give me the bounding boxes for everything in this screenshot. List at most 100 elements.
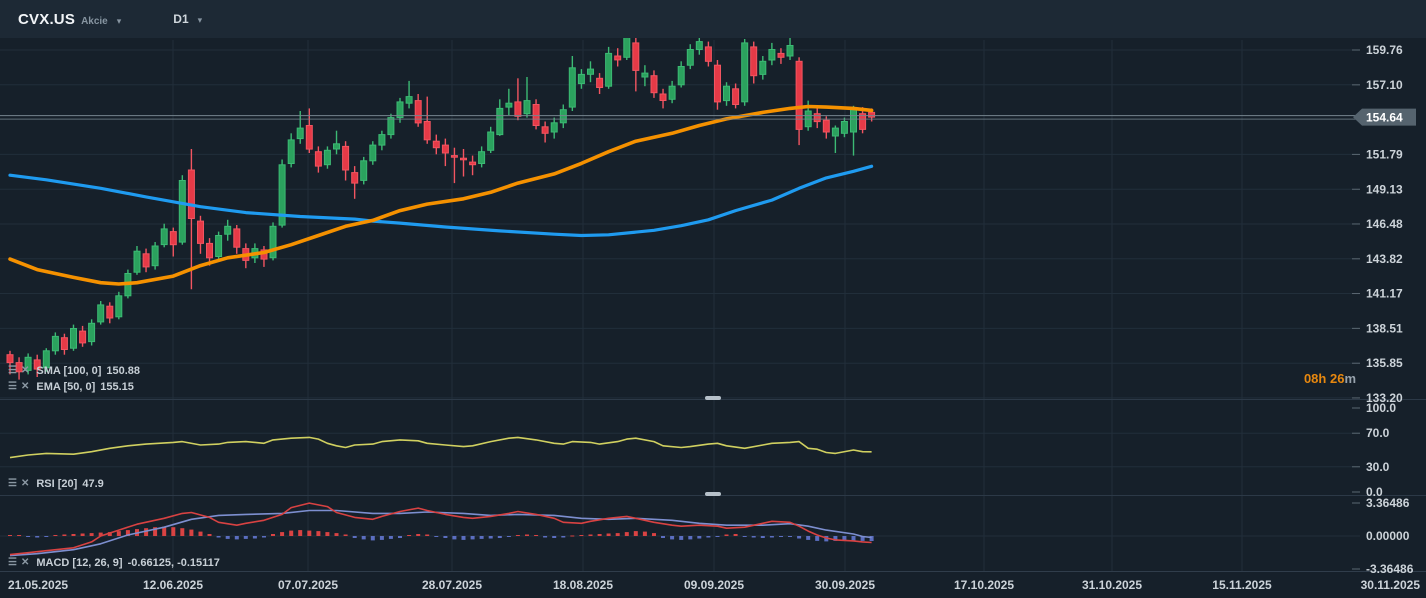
candle-body xyxy=(70,328,77,349)
time-axis: 21.05.2025 12.06.2025 07.07.2025 28.07.2025… xyxy=(8,578,1420,592)
candle-body xyxy=(423,121,431,141)
price-tick-label: 135.85 xyxy=(1366,356,1403,370)
candle-body xyxy=(305,125,313,150)
macd-histogram-bar xyxy=(561,536,566,538)
macd-histogram-bar xyxy=(769,536,774,538)
indicator-settings-icon[interactable]: ☰ xyxy=(8,478,17,489)
indicator-row-ema: ☰ ✕ EMA [50, 0] 155.15 xyxy=(8,381,134,393)
indicator-settings-icon[interactable]: ☰ xyxy=(8,557,17,568)
candle-body xyxy=(632,42,640,71)
candle-body xyxy=(197,220,204,244)
macd-histogram-bar xyxy=(452,536,457,540)
macd-histogram-bar xyxy=(289,530,294,536)
candle-body xyxy=(741,42,749,103)
macd-histogram-bar xyxy=(697,536,702,539)
current-price-tag: 154.64 xyxy=(1353,108,1416,126)
candle-body xyxy=(577,73,585,85)
macd-histogram-bar xyxy=(35,536,40,538)
candle-body xyxy=(405,96,413,104)
macd-histogram-bar xyxy=(89,533,94,536)
candle-body xyxy=(487,131,495,151)
macd-label: MACD [12, 26, 9] xyxy=(36,557,123,569)
candle-body xyxy=(505,102,513,108)
indicator-close-icon[interactable]: ✕ xyxy=(20,365,30,376)
candle-body xyxy=(106,305,114,319)
candle-body xyxy=(750,46,758,77)
candle-body xyxy=(695,41,703,50)
indicator-close-icon[interactable]: ✕ xyxy=(20,557,30,568)
candle-body xyxy=(269,225,277,259)
indicator-close-icon[interactable]: ✕ xyxy=(20,381,30,392)
macd-histogram-bar xyxy=(534,535,539,536)
macd-histogram-bar xyxy=(62,534,67,536)
macd-histogram-bar xyxy=(144,528,149,536)
macd-histogram-bar xyxy=(252,536,257,539)
macd-tick-label: -3.36486 xyxy=(1366,562,1414,576)
macd-histogram-bar xyxy=(624,532,629,536)
symbol-selector[interactable]: CVX.US Akcie ▾ xyxy=(18,11,121,28)
macd-histogram-bar xyxy=(280,532,285,536)
macd-histogram-bar xyxy=(189,529,194,536)
macd-histogram-bar xyxy=(779,536,783,537)
instrument-type-label: Akcie xyxy=(81,15,108,27)
macd-histogram-bar xyxy=(361,536,366,540)
candle-body xyxy=(278,164,286,226)
macd-histogram-bar xyxy=(316,531,321,536)
candle-body xyxy=(178,180,186,243)
indicator-settings-icon[interactable]: ☰ xyxy=(8,381,17,392)
macd-histogram-bar xyxy=(352,536,357,538)
date-tick-label: 18.08.2025 xyxy=(553,578,613,592)
macd-histogram-bar xyxy=(615,533,620,536)
ema-label: EMA [50, 0] xyxy=(36,381,96,393)
macd-histogram-bar xyxy=(525,534,529,536)
candle-body xyxy=(142,253,150,268)
macd-histogram-bar xyxy=(334,533,339,536)
candle-body xyxy=(414,100,422,124)
candle-body xyxy=(351,172,359,184)
panel-resize-handle[interactable] xyxy=(705,396,721,400)
macd-histogram-bar xyxy=(8,535,12,536)
macd-histogram-bar xyxy=(833,536,838,541)
macd-histogram-bar xyxy=(80,533,85,536)
chevron-down-icon: ▾ xyxy=(116,15,122,26)
macd-histogram-bar xyxy=(724,534,729,536)
macd-histogram-bar xyxy=(425,534,430,536)
candle-body xyxy=(641,72,649,78)
macd-histogram-bar xyxy=(652,533,656,536)
macd-histogram-bar xyxy=(579,535,584,536)
indicator-settings-icon[interactable]: ☰ xyxy=(8,365,17,376)
panel-resize-handle[interactable] xyxy=(705,492,721,496)
candle-body xyxy=(88,322,96,343)
candle-body xyxy=(777,52,785,58)
candle-body xyxy=(97,304,105,323)
macd-histogram-bar xyxy=(497,536,502,538)
macd-histogram-bar xyxy=(869,536,874,541)
macd-signal-line xyxy=(9,509,872,557)
candle-body xyxy=(469,161,477,166)
indicator-close-icon[interactable]: ✕ xyxy=(20,478,30,489)
timeframe-selector[interactable]: D1 ▾ xyxy=(173,12,202,26)
macd-histogram-bar xyxy=(388,536,393,539)
countdown-unit: m xyxy=(1344,371,1356,386)
macd-histogram-bar xyxy=(44,536,49,537)
candle-body xyxy=(714,64,721,103)
candle-body xyxy=(378,134,386,146)
candle-body xyxy=(296,127,304,140)
price-axis: 159.76 157.10 151.79 149.13 146.48 143.82 141.… xyxy=(1352,43,1414,576)
macd-histogram-bar xyxy=(470,536,475,540)
rsi-tick-label: 100.0 xyxy=(1366,401,1396,415)
candle-body xyxy=(314,151,322,167)
macd-line xyxy=(9,502,872,556)
macd-histogram-bar xyxy=(443,536,448,538)
candle-body xyxy=(650,75,658,94)
candle-body xyxy=(233,228,241,248)
candle-body xyxy=(686,49,694,66)
candle-body xyxy=(224,225,232,235)
macd-histogram-bar xyxy=(642,531,647,536)
candle-body xyxy=(342,145,350,171)
macd-histogram-bar xyxy=(751,536,756,538)
macd-histogram-bar xyxy=(797,536,802,539)
macd-histogram-bar xyxy=(234,536,239,540)
macd-tick-label: 3.36486 xyxy=(1366,496,1410,510)
